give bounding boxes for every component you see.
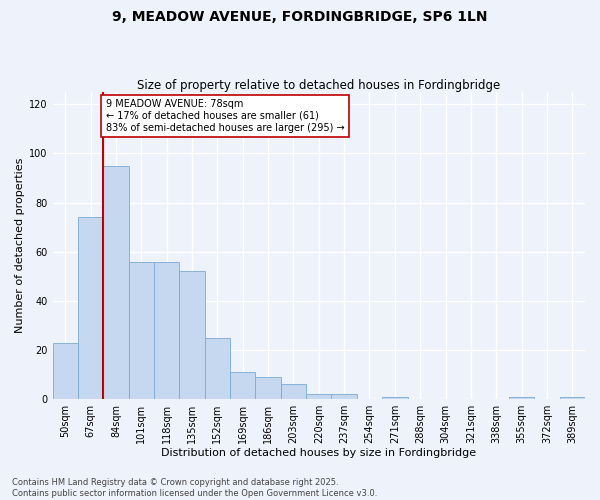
Bar bbox=[560, 396, 585, 399]
Bar bbox=[154, 262, 179, 399]
Bar bbox=[256, 377, 281, 399]
Text: 9 MEADOW AVENUE: 78sqm
← 17% of detached houses are smaller (61)
83% of semi-det: 9 MEADOW AVENUE: 78sqm ← 17% of detached… bbox=[106, 100, 344, 132]
Bar bbox=[382, 396, 407, 399]
Y-axis label: Number of detached properties: Number of detached properties bbox=[15, 158, 25, 333]
Bar bbox=[205, 338, 230, 399]
Bar bbox=[281, 384, 306, 399]
Bar bbox=[78, 218, 103, 399]
Bar bbox=[331, 394, 357, 399]
Title: Size of property relative to detached houses in Fordingbridge: Size of property relative to detached ho… bbox=[137, 79, 500, 92]
Bar bbox=[128, 262, 154, 399]
Bar bbox=[230, 372, 256, 399]
Bar bbox=[179, 272, 205, 399]
Bar bbox=[306, 394, 331, 399]
Bar bbox=[509, 396, 534, 399]
Text: 9, MEADOW AVENUE, FORDINGBRIDGE, SP6 1LN: 9, MEADOW AVENUE, FORDINGBRIDGE, SP6 1LN bbox=[112, 10, 488, 24]
Text: Contains HM Land Registry data © Crown copyright and database right 2025.
Contai: Contains HM Land Registry data © Crown c… bbox=[12, 478, 377, 498]
X-axis label: Distribution of detached houses by size in Fordingbridge: Distribution of detached houses by size … bbox=[161, 448, 476, 458]
Bar bbox=[53, 342, 78, 399]
Bar bbox=[103, 166, 128, 399]
